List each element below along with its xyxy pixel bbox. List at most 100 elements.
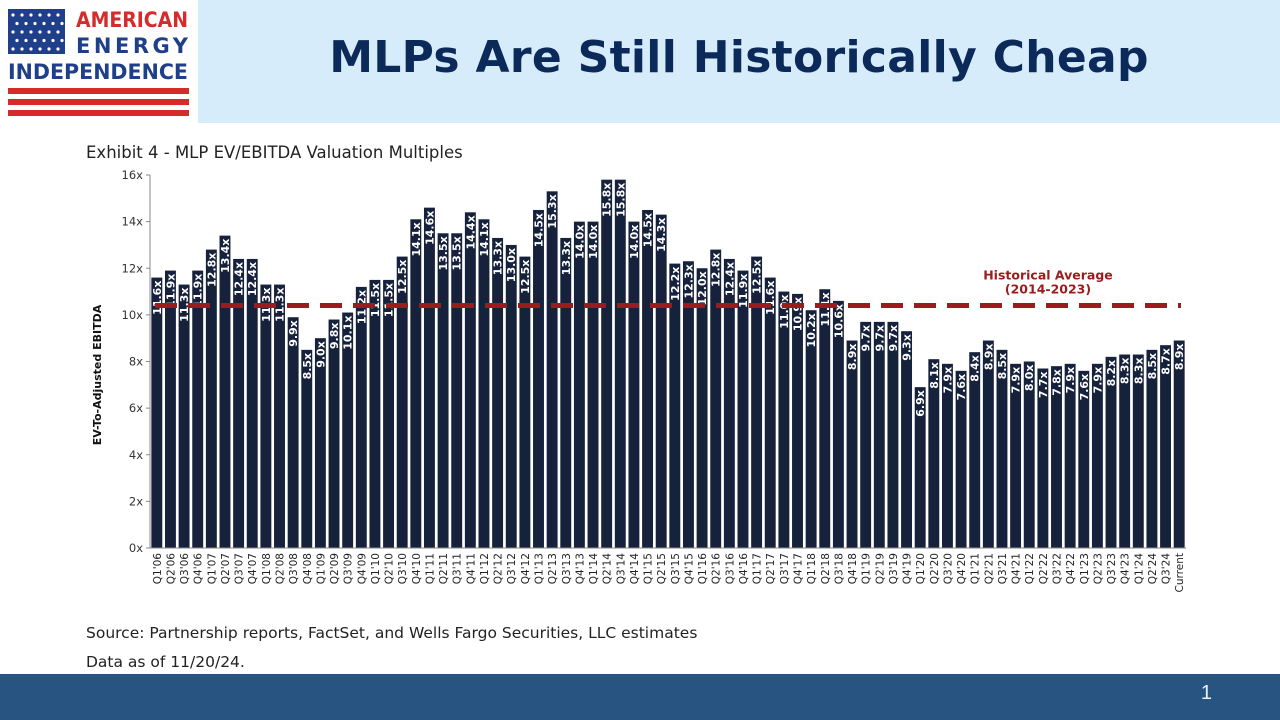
bar — [901, 331, 913, 548]
bar — [655, 214, 667, 548]
bar — [764, 277, 776, 548]
bar-value-label: 14.1x — [410, 222, 423, 256]
logo-star — [51, 21, 55, 26]
bar — [682, 261, 694, 548]
bar-value-label: 15.3x — [546, 194, 559, 228]
bar-value-label: 15.8x — [601, 183, 614, 217]
x-tick-label: Current — [1174, 553, 1186, 592]
x-tick-label: Q1'24 — [1133, 553, 1145, 585]
x-tick-label: Q2'24 — [1147, 553, 1159, 585]
bar — [410, 219, 422, 549]
bar — [914, 387, 926, 548]
x-tick-label: Q2'21 — [983, 553, 995, 584]
x-tick-label: Q3'16 — [724, 553, 736, 585]
logo-star — [47, 13, 51, 17]
x-tick-label: Q4'15 — [683, 553, 695, 584]
bar — [941, 363, 953, 548]
x-tick-label: Q3'14 — [615, 553, 627, 585]
x-tick-label: Q2'16 — [711, 553, 723, 585]
title-band: MLPs Are Still Historically Cheap — [198, 0, 1280, 123]
bar — [887, 321, 899, 548]
x-tick-label: Q4'22 — [1065, 553, 1077, 584]
x-tick-label: Q3'07 — [234, 553, 246, 584]
x-tick-label: Q1'17 — [752, 553, 764, 584]
bar-value-label: 11.5x — [383, 283, 396, 317]
bar — [151, 277, 163, 548]
bar-value-label: 15.8x — [614, 183, 627, 217]
bar-value-label: 8.3x — [1119, 358, 1132, 385]
x-tick-label: Q2'19 — [874, 553, 886, 584]
logo-star — [60, 38, 64, 43]
x-tick-label: Q3'13 — [561, 553, 573, 584]
exhibit-title: Exhibit 4 - MLP EV/EBITDA Valuation Mult… — [86, 143, 463, 162]
bar-value-label: 13.3x — [560, 241, 573, 275]
bar-value-label: 7.7x — [1037, 371, 1050, 398]
average-period-label: (2014-2023) — [1005, 282, 1091, 297]
bar-value-label: 8.4x — [969, 355, 982, 382]
bar — [1051, 366, 1062, 548]
bar — [614, 179, 626, 548]
logo-star — [56, 30, 60, 34]
bar-value-label: 11.0x — [778, 295, 791, 329]
bar-value-label: 11.3x — [274, 288, 287, 322]
bar — [274, 284, 285, 548]
bar-value-label: 14.5x — [533, 213, 546, 247]
x-tick-label: Q3'24 — [1161, 553, 1173, 585]
bar — [233, 258, 245, 548]
bar-value-label: 9.8x — [328, 323, 341, 350]
bar-value-label: 12.3x — [682, 264, 695, 298]
bar — [246, 258, 258, 548]
bar-value-label: 12.5x — [519, 260, 532, 294]
bar — [805, 310, 817, 548]
bar-value-label: 11.1x — [819, 292, 832, 326]
logo-star — [11, 30, 15, 34]
bar — [969, 352, 981, 548]
bar-value-label: 7.9x — [1091, 367, 1104, 394]
bar-value-label: 9.7x — [887, 325, 900, 352]
bar-value-label: 7.9x — [1010, 367, 1023, 394]
y-tick-label: 16x — [122, 168, 144, 182]
bar-value-label: 7.8x — [1051, 369, 1064, 396]
logo-star — [42, 38, 46, 43]
bar-value-label: 12.5x — [396, 260, 409, 294]
logo-star — [38, 30, 42, 34]
logo-star — [20, 13, 24, 17]
bar — [369, 279, 381, 548]
x-tick-label: Q4'16 — [738, 553, 750, 585]
source-note: Source: Partnership reports, FactSet, an… — [86, 624, 698, 642]
x-tick-label: Q1'08 — [261, 553, 273, 584]
bar — [560, 237, 572, 548]
bar-value-label: 8.9x — [982, 344, 995, 371]
bar — [1132, 354, 1144, 548]
bar — [846, 340, 858, 548]
bar-value-label: 12.8x — [205, 253, 218, 287]
bar — [996, 349, 1008, 548]
bar-value-label: 12.4x — [233, 262, 246, 296]
bar-value-label: 12.4x — [723, 262, 736, 296]
bar-value-label: 7.9x — [1064, 367, 1077, 394]
logo-star — [29, 47, 33, 51]
x-tick-label: Q2'11 — [438, 553, 450, 584]
x-tick-label: Q2'06 — [165, 553, 177, 585]
bar-value-label: 8.2x — [1105, 360, 1118, 387]
bar — [383, 279, 395, 548]
x-tick-label: Q1'12 — [479, 553, 491, 584]
x-tick-label: Q4'20 — [956, 553, 968, 584]
logo-star — [15, 38, 19, 43]
y-tick-label: 4x — [129, 448, 143, 462]
bar — [178, 284, 190, 548]
x-tick-label: Q2'22 — [1038, 553, 1050, 584]
bar — [751, 256, 763, 548]
x-tick-label: Q1'23 — [1079, 553, 1091, 584]
bar-value-label: 7.9x — [941, 367, 954, 394]
bar — [192, 270, 204, 548]
x-tick-label: Q3'19 — [888, 553, 900, 584]
x-tick-label: Q2'07 — [220, 553, 232, 584]
slide-title: MLPs Are Still Historically Cheap — [329, 32, 1149, 83]
logo-star — [60, 21, 64, 26]
bar — [955, 370, 967, 548]
logo-text-independence: INDEPENDENCE — [8, 60, 188, 84]
x-tick-label: Q3'12 — [506, 553, 518, 584]
bar — [1078, 370, 1090, 548]
x-tick-label: Q1'19 — [861, 553, 873, 584]
